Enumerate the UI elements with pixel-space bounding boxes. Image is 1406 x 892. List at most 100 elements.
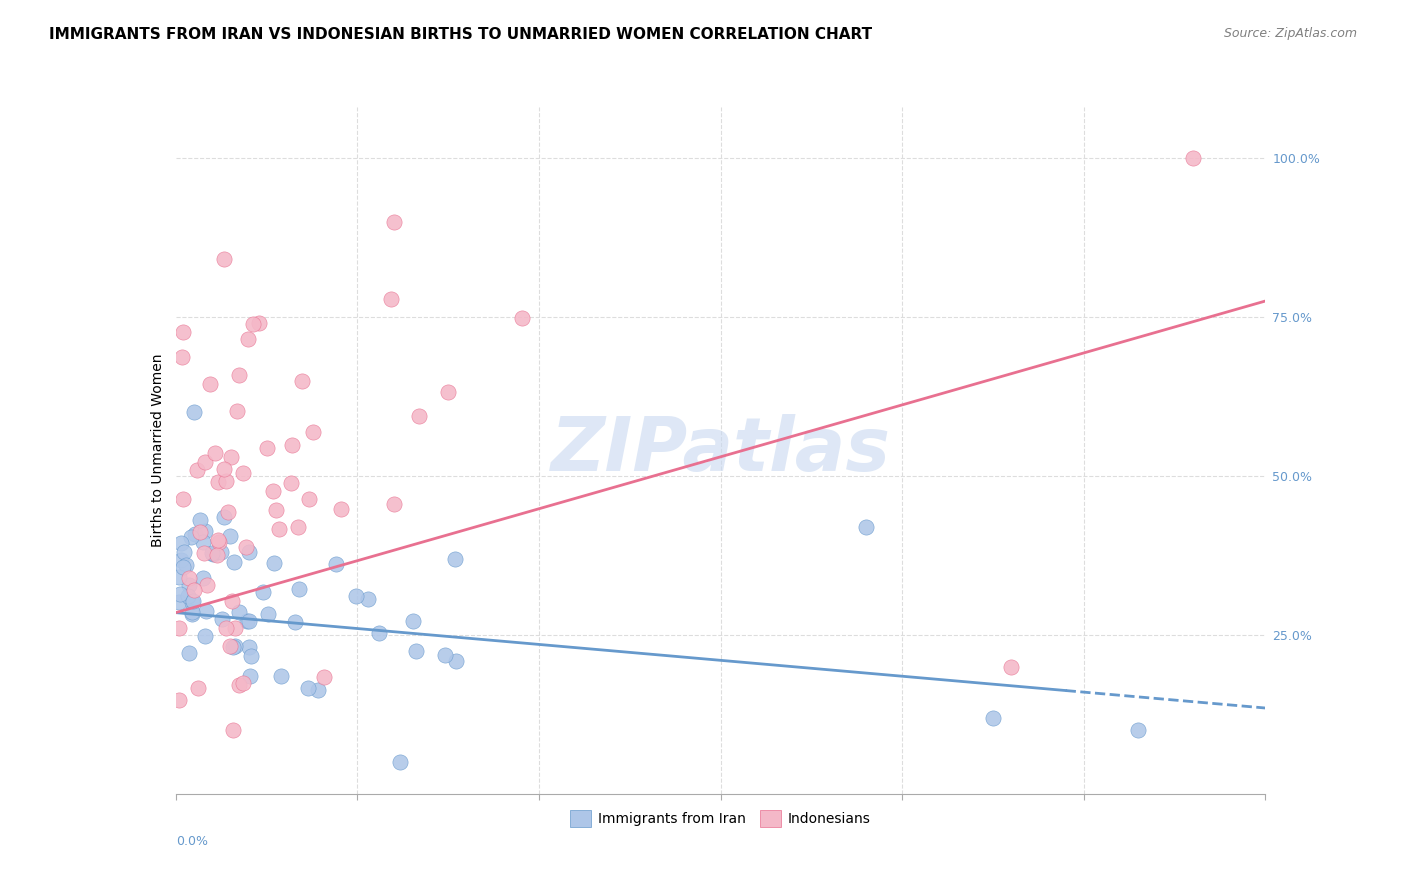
Point: [215, 474, 238, 488]
Text: IMMIGRANTS FROM IRAN VS INDONESIAN BIRTHS TO UNMARRIED WOMEN CORRELATION CHART: IMMIGRANTS FROM IRAN VS INDONESIAN BIRTH…: [49, 27, 872, 42]
Point: [180, 529, 202, 543]
Text: Source: ZipAtlas.com: Source: ZipAtlas.com: [1223, 27, 1357, 40]
Point: [236, 332, 259, 346]
Point: [179, 578, 201, 592]
Text: 0.0%: 0.0%: [176, 835, 208, 848]
Point: [280, 475, 302, 490]
Point: [170, 535, 193, 549]
Point: [287, 519, 309, 533]
Point: [444, 654, 467, 668]
Point: [177, 589, 200, 603]
Point: [183, 582, 205, 597]
Point: [235, 540, 257, 554]
Point: [214, 462, 236, 476]
Point: [382, 214, 405, 228]
Point: [1128, 723, 1150, 738]
Point: [172, 560, 194, 574]
Point: [172, 325, 194, 339]
Point: [434, 648, 457, 662]
Point: [207, 475, 229, 490]
Point: [217, 505, 239, 519]
Point: [382, 497, 405, 511]
Point: [226, 404, 249, 418]
Point: [184, 527, 207, 541]
Point: [228, 606, 250, 620]
Point: [298, 491, 321, 506]
Point: [1181, 151, 1204, 165]
Point: [312, 670, 335, 684]
Point: [169, 570, 191, 584]
Point: [270, 669, 292, 683]
Point: [408, 409, 430, 423]
Point: [209, 544, 232, 558]
Point: [263, 556, 285, 570]
Point: [169, 595, 191, 609]
Point: [224, 621, 246, 635]
Point: [205, 548, 228, 562]
Point: [170, 351, 193, 365]
Point: [212, 252, 235, 267]
Point: [356, 591, 378, 606]
Point: [169, 693, 191, 707]
Y-axis label: Births to Unmarried Women: Births to Unmarried Women: [150, 354, 165, 547]
Point: [247, 316, 270, 330]
Point: [405, 644, 427, 658]
Point: [228, 678, 250, 692]
Point: [202, 547, 225, 561]
Point: [257, 607, 280, 621]
Point: [172, 491, 194, 506]
Point: [180, 595, 202, 609]
Point: [195, 578, 218, 592]
Point: [214, 509, 236, 524]
Point: [232, 467, 254, 481]
Point: [188, 525, 211, 540]
Point: [330, 501, 353, 516]
Point: [437, 384, 460, 399]
Point: [174, 558, 197, 572]
Point: [510, 311, 533, 326]
Point: [238, 640, 260, 654]
Point: [224, 639, 246, 653]
Point: [186, 463, 208, 477]
Point: [380, 292, 402, 306]
Point: [219, 639, 242, 653]
Point: [221, 594, 243, 608]
Point: [252, 585, 274, 599]
Point: [262, 484, 284, 499]
Point: [224, 555, 246, 569]
Point: [228, 368, 250, 382]
Point: [308, 682, 330, 697]
Point: [222, 640, 245, 655]
Point: [267, 522, 290, 536]
Legend: Immigrants from Iran, Indonesians: Immigrants from Iran, Indonesians: [562, 801, 879, 835]
Point: [239, 669, 262, 683]
Point: [169, 621, 191, 635]
Point: [240, 648, 263, 663]
Point: [291, 375, 314, 389]
Point: [204, 446, 226, 460]
Point: [181, 605, 204, 619]
Point: [169, 553, 191, 567]
Point: [981, 710, 1004, 724]
Point: [232, 676, 254, 690]
Point: [287, 582, 309, 596]
Point: [198, 376, 221, 391]
Point: [177, 572, 200, 586]
Point: [219, 528, 242, 542]
Point: [211, 612, 233, 626]
Point: [242, 317, 264, 331]
Point: [179, 646, 201, 660]
Point: [194, 524, 217, 538]
Point: [325, 557, 347, 571]
Point: [402, 614, 425, 628]
Point: [238, 545, 260, 559]
Point: [214, 621, 236, 635]
Point: [238, 614, 260, 628]
Point: [444, 552, 467, 566]
Point: [193, 571, 215, 585]
Point: [256, 441, 278, 455]
Point: [181, 594, 204, 608]
Point: [193, 535, 215, 549]
Point: [194, 604, 217, 618]
Text: ZIPatlas: ZIPatlas: [551, 414, 890, 487]
